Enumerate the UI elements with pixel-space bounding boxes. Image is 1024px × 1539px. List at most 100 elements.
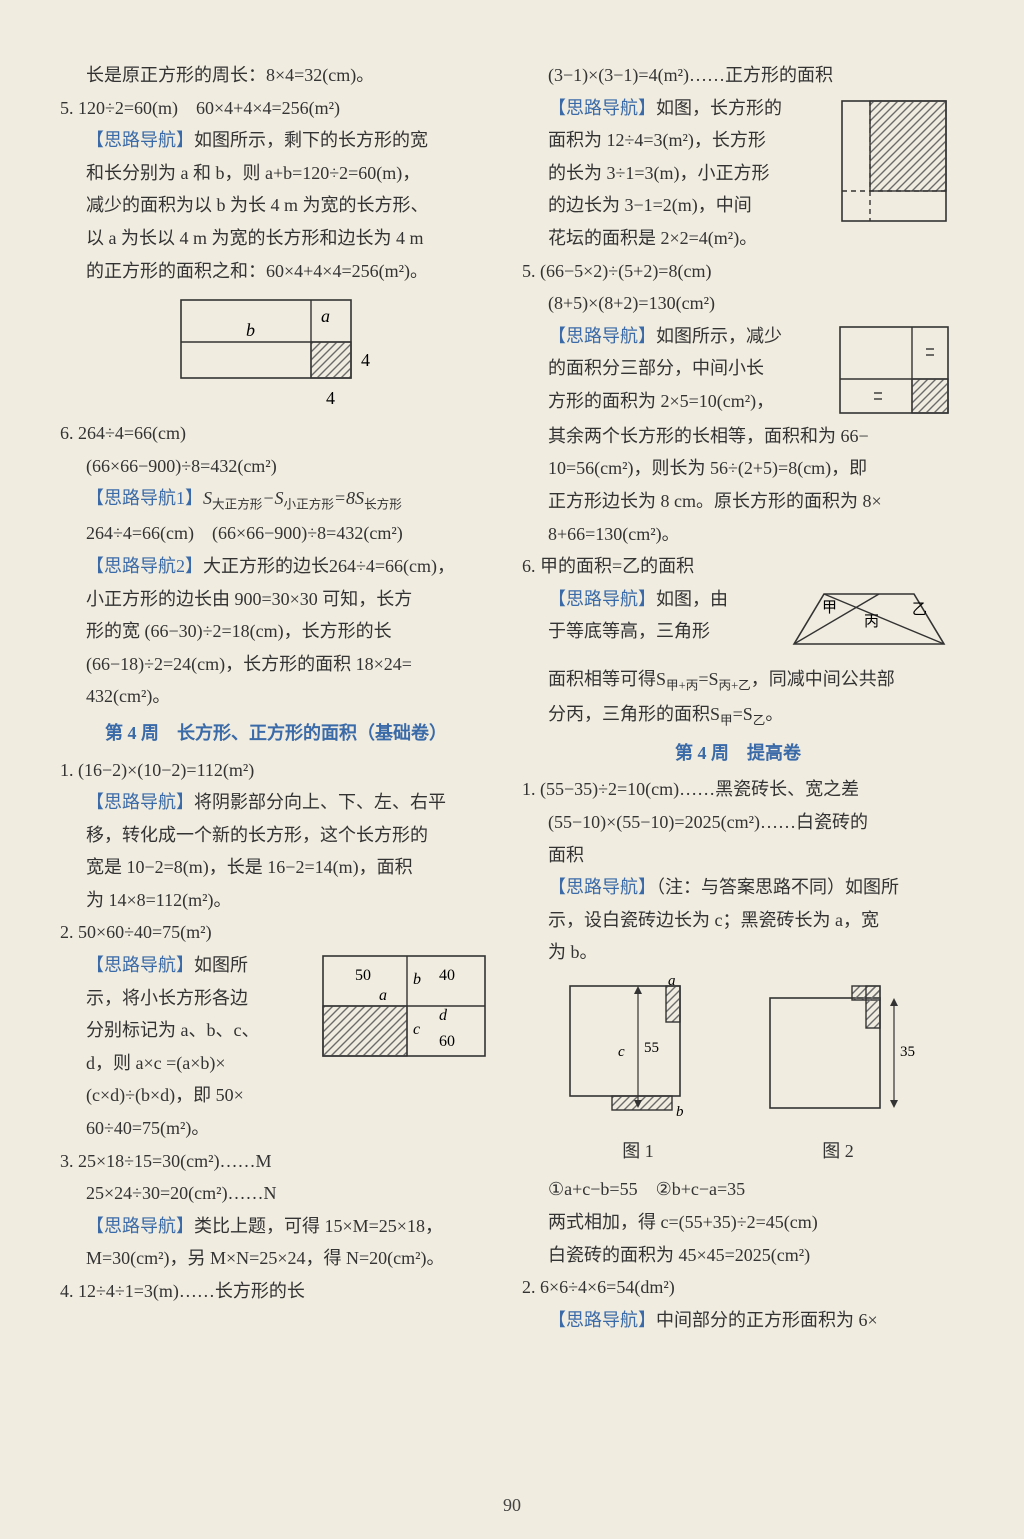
text: 25×18÷15=30(cm²)……M: [78, 1151, 272, 1171]
num: 2.: [522, 1277, 536, 1297]
t: 大正方形: [212, 498, 262, 512]
text: 432(cm²)。: [60, 681, 492, 712]
text: (66−5×2)÷(5+2)=8(cm): [540, 261, 711, 281]
item-b4: 4. 12÷4÷1=3(m)……长方形的长: [60, 1276, 492, 1307]
num: 5.: [522, 261, 536, 281]
text: d，则 a×c =(a×b)×: [86, 1048, 307, 1079]
t: 甲+丙: [666, 678, 698, 692]
label-4r: 4: [361, 350, 370, 370]
label-b: b: [246, 320, 255, 340]
label-50: 50: [355, 967, 371, 984]
guide-label: 【思路导航】: [548, 877, 656, 897]
item-r5: 5. (66−5×2)÷(5+2)=8(cm): [522, 256, 954, 287]
label-a: a: [668, 976, 676, 989]
text: (66×66−900)÷8=432(cm²): [60, 451, 492, 482]
text: 的边长为 3−1=2(m)，中间: [548, 190, 824, 221]
text: (55−10)×(55−10)=2025(cm²)……白瓷砖的: [522, 807, 954, 838]
figure-b2: 50 40 60 a b c d: [317, 950, 492, 1065]
label-d: d: [439, 1007, 448, 1024]
text: 以 a 为长以 4 m 为宽的长方形和边长为 4 m: [60, 223, 492, 254]
text: 10=56(cm²)，则长为 56÷(2+5)=8(cm)，即: [522, 453, 954, 484]
label-bing: 丙: [864, 614, 879, 630]
r5-wrap: 【思路导航】如图所示，减少 的面积分三部分，中间小长 方形的面积为 2×5=10…: [522, 321, 954, 421]
text: 【思路导航】中间部分的正方形面积为 6×: [522, 1305, 954, 1336]
guide-label: 【思路导航】: [548, 326, 656, 346]
label-35: 35: [900, 1044, 915, 1060]
t: −S: [262, 488, 283, 508]
guide-label: 【思路导航】: [86, 955, 194, 975]
text: 移，转化成一个新的长方形，这个长方形的: [60, 820, 492, 851]
text: (16−2)×(10−2)=112(m²): [78, 760, 254, 780]
r6-wrap: 【思路导航】如图，由 于等底等高，三角形 甲 乙 丙: [522, 584, 954, 664]
text: 【思路导航1】S大正方形−S小正方形=8S长方形: [60, 483, 492, 516]
text: 减少的面积为以 b 为长 4 m 为宽的长方形、: [60, 190, 492, 221]
item-t1: 1. (55−35)÷2=10(cm)……黑瓷砖长、宽之差: [522, 774, 954, 805]
figure-q5: b a 4 4: [171, 292, 381, 412]
t: 长方形: [364, 498, 402, 512]
text: 264÷4=66(cm) (66×66−900)÷8=432(cm²): [60, 518, 492, 549]
text: (8+5)×(8+2)=130(cm²): [522, 288, 954, 319]
text: 【思路导航】（注：与答案思路不同）如图所: [522, 872, 954, 903]
text: 的正方形的面积之和：60×4+4×4=256(m²)。: [60, 256, 492, 287]
t: 乙: [753, 713, 766, 727]
label-c: c: [618, 1044, 625, 1060]
text: 为 14×8=112(m²)。: [60, 885, 492, 916]
figure-r6: 甲 乙 丙: [784, 584, 954, 664]
num: 1.: [60, 760, 74, 780]
t: 。: [765, 704, 783, 724]
text: 白瓷砖的面积为 45×45=2025(cm²): [522, 1240, 954, 1271]
text: 为 b。: [522, 937, 954, 968]
guide-label: 【思路导航】: [548, 1310, 656, 1330]
text: 如图所: [194, 955, 248, 975]
label-4b: 4: [326, 388, 335, 408]
text: 25×24÷30=20(cm²)……N: [60, 1178, 492, 1209]
label-40: 40: [439, 967, 455, 984]
text: 如图所示，剩下的长方形的宽: [194, 130, 428, 150]
t: 甲: [720, 713, 733, 727]
item-b3: 3. 25×18÷15=30(cm²)……M: [60, 1146, 492, 1177]
guide-label: 【思路导航】: [548, 589, 656, 609]
item-b1: 1. (16−2)×(10−2)=112(m²): [60, 755, 492, 786]
text: 12÷4÷1=3(m)……长方形的长: [78, 1281, 305, 1301]
label-b: b: [413, 971, 421, 988]
label-yi: 乙: [912, 602, 927, 618]
label-a: a: [321, 306, 330, 326]
guide-label: 【思路导航】: [86, 792, 194, 812]
num: 4.: [60, 1281, 74, 1301]
caption-fig2: 图 2: [758, 1136, 918, 1167]
t: ，同减中间公共部: [751, 669, 895, 689]
text: 其余两个长方形的长相等，面积和为 66−: [522, 421, 954, 452]
text: 示，设白瓷砖边长为 c；黑瓷砖长为 a，宽: [522, 905, 954, 936]
text: 面积相等可得S甲+丙=S丙+乙，同减中间公共部: [522, 664, 954, 697]
text: 正方形边长为 8 cm。原长方形的面积为 8×: [522, 486, 954, 517]
r4-wrap: 【思路导航】如图，长方形的 面积为 12÷4=3(m²)，长方形 的长为 3÷1…: [522, 93, 954, 256]
num: 2.: [60, 922, 74, 942]
text: 的面积分三部分，中间小长: [548, 353, 824, 384]
text: M=30(cm²)，另 M×N=25×24，得 N=20(cm²)。: [60, 1243, 492, 1274]
text: 甲的面积=乙的面积: [540, 556, 694, 576]
text: 【思路导航】将阴影部分向上、下、左、右平: [60, 787, 492, 818]
text: (c×d)÷(b×d)，即 50×: [60, 1080, 492, 1111]
text: 【思路导航2】大正方形的边长264÷4=66(cm)，: [60, 551, 492, 582]
t: =S: [733, 704, 753, 724]
text: 分别标记为 a、b、c、: [86, 1015, 307, 1046]
text: 分丙，三角形的面积S甲=S乙。: [522, 699, 954, 732]
num: 5.: [60, 98, 74, 118]
text: 面积为 12÷4=3(m²)，长方形: [548, 125, 824, 156]
section-title-basic: 第 4 周 长方形、正方形的面积（基础卷）: [60, 718, 492, 749]
text: 如图，长方形的: [656, 98, 782, 118]
text: 示，将小长方形各边: [86, 983, 307, 1014]
figure-t1-2: 35: [758, 976, 918, 1136]
guide-label: 【思路导航1】: [86, 488, 203, 508]
figure-t1-1: a b c 55: [558, 976, 718, 1136]
t: 分丙，三角形的面积S: [548, 704, 720, 724]
text: 如图，由: [656, 589, 728, 609]
label-60: 60: [439, 1033, 455, 1050]
item-6: 6. 264÷4=66(cm): [60, 418, 492, 449]
text: 【思路导航】如图，由: [548, 584, 774, 615]
text: 长是原正方形的周长：8×4=32(cm)。: [60, 60, 492, 91]
page-columns: 长是原正方形的周长：8×4=32(cm)。 5. 120÷2=60(m) 60×…: [60, 60, 954, 1337]
t: 小正方形: [284, 498, 334, 512]
t: =8S: [334, 488, 364, 508]
text: 类比上题，可得 15×M=25×18，: [194, 1216, 443, 1236]
